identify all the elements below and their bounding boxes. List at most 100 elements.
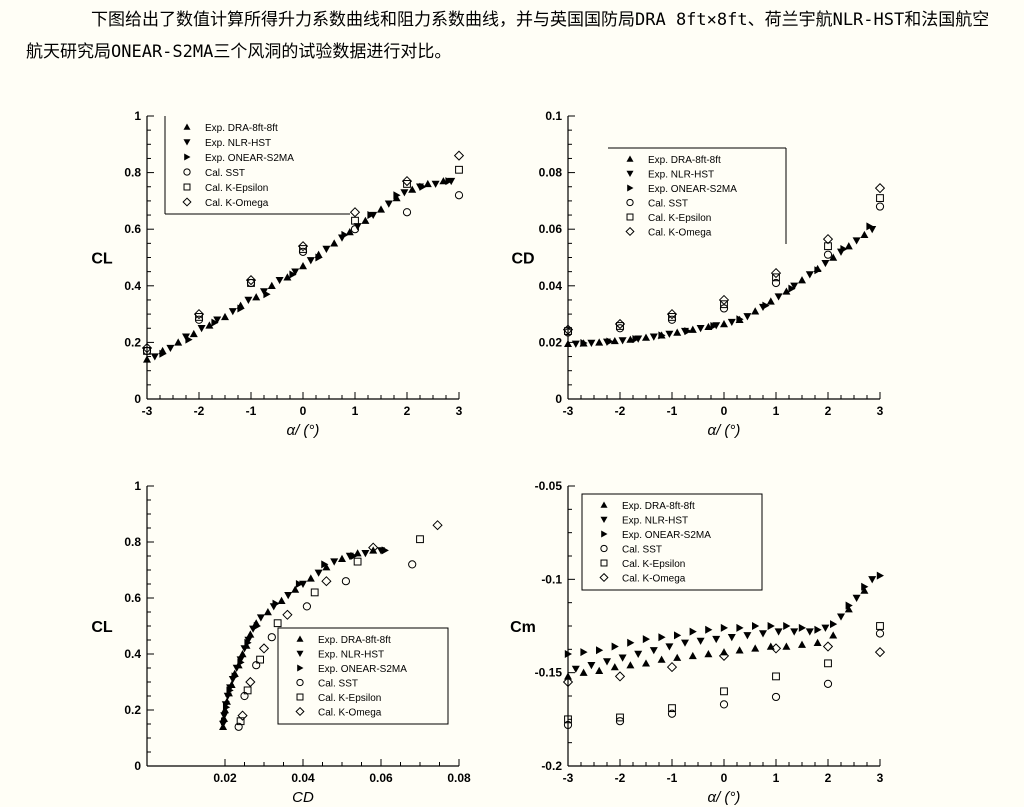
data-point <box>564 650 572 658</box>
x-axis-label: α/ (°) <box>708 422 741 439</box>
data-point <box>751 644 760 652</box>
data-point <box>228 308 237 316</box>
data-point <box>667 315 677 324</box>
legend-marker <box>626 155 634 162</box>
data-point <box>618 654 627 662</box>
legend-marker <box>296 693 304 701</box>
legend: Exp. DRA-8ft-8ft Exp. NLR-HST Exp. ONEAR-S… <box>277 627 449 725</box>
data-point <box>852 594 861 602</box>
data-point <box>273 619 282 628</box>
data-point <box>455 165 463 174</box>
data-point <box>580 338 588 347</box>
data-point <box>772 672 780 681</box>
data-point <box>752 622 760 630</box>
data-point <box>245 275 257 286</box>
legend: Exp. DRA-8ft-8ft Exp. NLR-HST Exp. ONEAR-S… <box>164 116 350 215</box>
data-point <box>866 222 874 231</box>
x-tick-label: -2 <box>615 771 626 785</box>
x-tick-label: 1 <box>352 404 359 418</box>
x-tick-label: 3 <box>456 404 463 418</box>
data-point <box>823 679 833 688</box>
legend-marker <box>182 197 192 207</box>
data-point <box>829 631 838 639</box>
data-point <box>408 560 417 569</box>
legend-label: Exp. NLR-HST <box>622 516 688 527</box>
legend-marker <box>296 678 304 687</box>
data-point <box>830 620 838 629</box>
x-tick-label: -2 <box>194 404 205 418</box>
y-tick-label: 0.6 <box>124 591 141 605</box>
x-tick-label: 1 <box>773 404 780 418</box>
data-point <box>341 230 349 239</box>
data-point <box>783 622 791 630</box>
data-point <box>244 296 253 304</box>
data-point <box>314 569 323 577</box>
x-tick-label: -1 <box>246 404 257 418</box>
data-point <box>197 325 206 333</box>
x-tick-label: 0.02 <box>213 771 237 785</box>
y-tick-label: 0 <box>134 759 141 773</box>
data-point <box>299 245 307 253</box>
data-point <box>782 287 791 295</box>
data-point <box>790 628 799 636</box>
data-point <box>211 318 219 327</box>
data-point <box>762 301 770 310</box>
data-point <box>772 273 780 282</box>
legend-marker <box>625 226 635 237</box>
legend-marker <box>627 184 634 192</box>
data-point <box>673 653 682 661</box>
data-point <box>299 580 307 588</box>
data-point <box>282 609 293 620</box>
data-point <box>205 321 214 329</box>
data-point <box>814 266 822 275</box>
y-tick-label: 1 <box>134 479 141 493</box>
data-point <box>705 625 713 634</box>
data-point <box>688 651 697 660</box>
legend-marker <box>183 139 191 146</box>
data-point <box>771 278 781 288</box>
data-point <box>367 211 375 220</box>
data-point <box>564 672 572 680</box>
series-tri-right <box>221 546 389 726</box>
data-point <box>860 230 869 239</box>
data-point <box>868 576 877 584</box>
legend-marker <box>297 664 304 672</box>
data-point <box>213 316 222 324</box>
y-tick-label: -0.2 <box>541 759 562 773</box>
data-point <box>246 630 255 638</box>
data-point <box>185 335 193 344</box>
data-point <box>840 245 848 254</box>
x-tick-label: -3 <box>563 404 574 418</box>
chart-cd-vs-alpha: 0 0.02 0.04 0.06 0.08 0.1 -3 -2 -1 0 1 2 3 α/ (°) CD Ex… <box>511 109 886 439</box>
y-tick-label: -0.1 <box>541 572 562 586</box>
legend-marker <box>183 183 191 191</box>
legend-label: Exp. DRA-8ft-8ft <box>622 501 695 512</box>
data-point <box>704 650 713 658</box>
data-point <box>823 250 833 259</box>
legend-marker <box>626 213 634 221</box>
legend-label: Cal. K-Epsilon <box>318 693 381 704</box>
data-point <box>143 346 151 355</box>
legend: Exp. DRA-8ft-8ft Exp. NLR-HST Exp. ONEAR-S… <box>608 147 787 244</box>
series-tri-right <box>580 222 874 347</box>
intro-paragraph: 下图给出了数值计算所得升力系数曲线和阻力系数曲线，并与英国国防局DRA 8ft×… <box>26 4 1006 68</box>
data-point <box>696 325 705 333</box>
data-point <box>596 646 604 655</box>
data-point <box>814 625 822 634</box>
data-point <box>289 270 297 279</box>
series-tri-down <box>571 576 877 673</box>
data-point <box>220 712 229 720</box>
data-point <box>657 655 666 663</box>
data-point <box>193 308 205 320</box>
data-point <box>642 333 650 341</box>
data-point <box>845 601 853 610</box>
data-point <box>719 700 729 709</box>
y-tick-label: 0.08 <box>539 166 563 180</box>
series-diamond <box>562 183 886 335</box>
data-point <box>821 624 830 632</box>
y-tick-label: 0.4 <box>124 279 141 293</box>
legend-marker <box>626 170 634 177</box>
data-point <box>381 546 389 555</box>
data-point <box>736 623 744 632</box>
data-point <box>665 643 674 651</box>
